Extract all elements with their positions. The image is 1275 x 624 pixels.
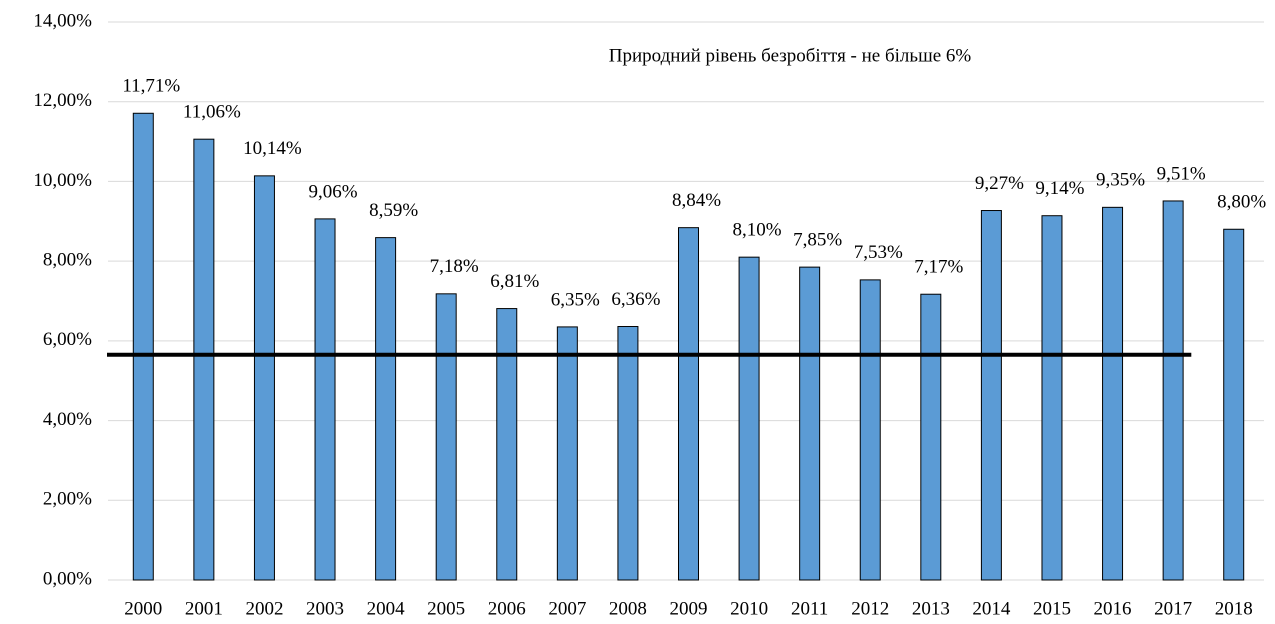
bar <box>496 308 518 581</box>
bar <box>132 112 154 581</box>
bar <box>1102 206 1124 581</box>
bar <box>1041 215 1063 581</box>
bar <box>253 175 275 581</box>
y-tick-label: 0,00% <box>43 568 92 589</box>
x-tick-label: 2016 <box>1094 598 1132 619</box>
y-tick-label: 2,00% <box>43 489 92 510</box>
x-tick-label: 2002 <box>245 598 283 619</box>
value-label: 8,80% <box>1217 192 1266 213</box>
x-tick-label: 2015 <box>1033 598 1071 619</box>
y-tick-label: 10,00% <box>33 170 92 191</box>
value-label: 9,35% <box>1096 170 1145 191</box>
annotation: Природний рівень безробіття - не більше … <box>609 45 972 66</box>
value-label: 7,85% <box>793 229 842 250</box>
x-tick-label: 2004 <box>367 598 406 619</box>
y-tick-label: 14,00% <box>33 10 92 31</box>
x-tick-label: 2008 <box>609 598 647 619</box>
bar <box>435 293 457 581</box>
value-label: 9,06% <box>308 181 357 202</box>
bar <box>980 210 1002 581</box>
bar <box>678 227 699 581</box>
bar <box>193 138 215 581</box>
x-tick-label: 2006 <box>488 598 526 619</box>
bar <box>859 279 881 581</box>
bar <box>375 237 397 581</box>
bar <box>617 326 639 581</box>
value-label: 10,14% <box>243 138 302 159</box>
value-label: 8,59% <box>369 200 418 221</box>
bar <box>1223 228 1245 581</box>
x-tick-label: 2003 <box>306 598 344 619</box>
value-label: 9,27% <box>975 173 1024 194</box>
y-tick-label: 12,00% <box>33 90 92 111</box>
x-tick-label: 2017 <box>1154 598 1192 619</box>
value-label: 11,06% <box>183 102 241 123</box>
bar <box>1162 200 1184 581</box>
bar <box>314 218 336 581</box>
bar <box>738 256 760 581</box>
x-tick-label: 2001 <box>185 598 223 619</box>
x-tick-label: 2009 <box>670 598 708 619</box>
value-label: 7,53% <box>854 242 903 263</box>
x-tick-label: 2000 <box>124 598 162 619</box>
value-label: 7,17% <box>914 257 963 278</box>
value-label: 6,81% <box>490 271 539 292</box>
x-tick-label: 2010 <box>730 598 768 619</box>
bar <box>556 326 578 581</box>
y-tick-label: 6,00% <box>43 329 92 350</box>
value-label: 6,36% <box>611 289 660 310</box>
value-label: 11,71% <box>122 76 180 97</box>
bar <box>920 293 942 581</box>
x-tick-label: 2007 <box>548 598 586 619</box>
x-tick-label: 2005 <box>427 598 465 619</box>
value-label: 9,14% <box>1035 178 1084 199</box>
bar <box>799 266 821 581</box>
x-tick-label: 2012 <box>851 598 889 619</box>
x-tick-label: 2018 <box>1215 598 1253 619</box>
x-tick-label: 2014 <box>972 598 1011 619</box>
value-label: 8,84% <box>672 190 721 211</box>
y-tick-label: 8,00% <box>43 250 92 271</box>
value-label: 9,51% <box>1157 163 1206 184</box>
x-tick-label: 2013 <box>912 598 950 619</box>
value-label: 7,18% <box>430 256 479 277</box>
y-tick-label: 4,00% <box>43 409 92 430</box>
value-label: 6,35% <box>551 289 600 310</box>
value-label: 8,10% <box>733 220 782 241</box>
x-tick-label: 2011 <box>791 598 828 619</box>
